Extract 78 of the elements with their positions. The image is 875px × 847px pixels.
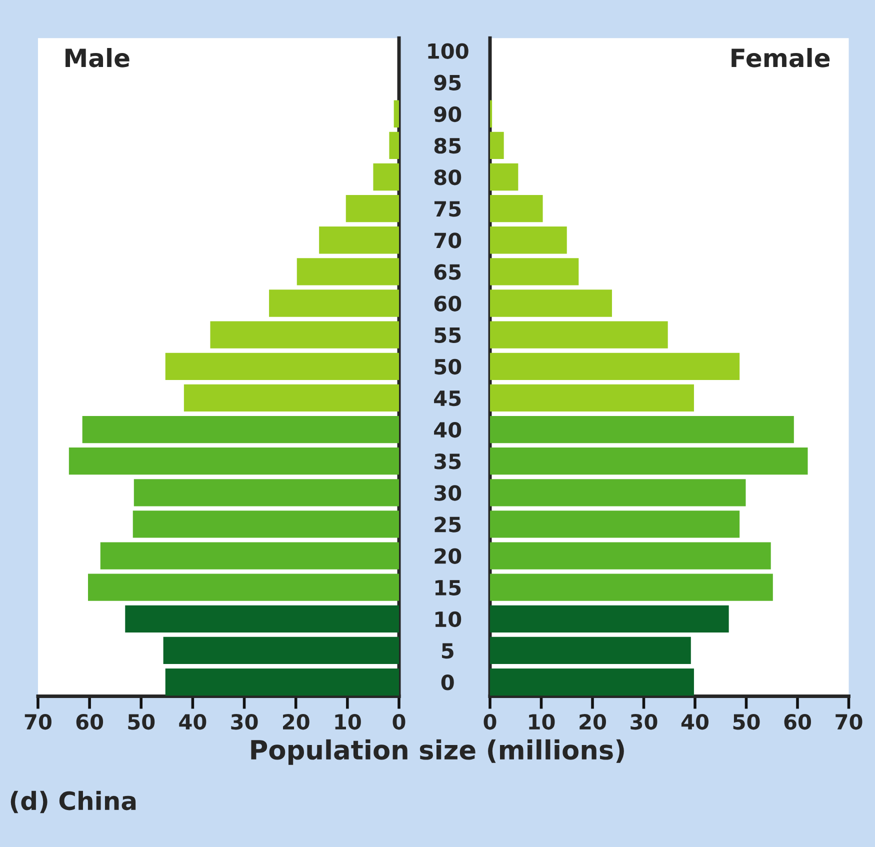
x-axis-title: Population size (millions) bbox=[251, 739, 624, 765]
bar bbox=[163, 636, 399, 664]
y-tick-label: 55 bbox=[434, 328, 461, 344]
y-tick-label: 80 bbox=[434, 169, 462, 186]
y-tick-label: 85 bbox=[434, 138, 461, 154]
x-tick-label: 70 bbox=[836, 714, 862, 730]
bar bbox=[165, 352, 399, 380]
x-tick-label: 50 bbox=[733, 714, 760, 730]
bar bbox=[490, 163, 518, 191]
bar bbox=[373, 163, 399, 191]
bar bbox=[134, 479, 399, 506]
x-tick-label: 30 bbox=[630, 714, 658, 730]
chart-title: Male bbox=[66, 48, 130, 68]
bar bbox=[490, 321, 668, 348]
bar bbox=[389, 132, 399, 160]
y-tick-label: 15 bbox=[435, 580, 461, 596]
y-tick-label: 60 bbox=[434, 296, 462, 312]
y-tick-label: 0 bbox=[441, 674, 454, 690]
x-tick-label: 10 bbox=[529, 714, 555, 730]
bar bbox=[82, 416, 399, 444]
bar bbox=[490, 226, 567, 254]
y-tick-label: 90 bbox=[434, 106, 462, 122]
x-tick-label: 60 bbox=[784, 714, 811, 730]
x-tick-label: 20 bbox=[580, 714, 606, 730]
text: (d) China bbox=[10, 790, 136, 814]
bar bbox=[346, 194, 399, 222]
x-tick-label: 10 bbox=[335, 714, 361, 730]
x-tick-label: 70 bbox=[24, 714, 52, 730]
bar bbox=[68, 448, 399, 475]
bar bbox=[490, 479, 746, 506]
x-tick-label: 20 bbox=[283, 714, 310, 730]
y-tick-label: 30 bbox=[434, 485, 462, 501]
x-tick-label: 0 bbox=[392, 714, 406, 730]
bar bbox=[490, 416, 794, 444]
bar bbox=[269, 290, 399, 317]
chart-title: Female bbox=[732, 48, 830, 68]
x-tick-label: 60 bbox=[76, 714, 104, 730]
x-tick-label: 40 bbox=[179, 714, 206, 730]
bar bbox=[490, 384, 694, 412]
bar bbox=[184, 384, 399, 412]
y-tick-label: 40 bbox=[434, 422, 462, 438]
bar bbox=[490, 668, 694, 696]
bar bbox=[490, 542, 771, 570]
bar bbox=[490, 574, 773, 601]
bar bbox=[490, 132, 504, 160]
y-tick-label: 5 bbox=[442, 643, 454, 659]
y-tick-label: 45 bbox=[434, 390, 461, 406]
bar bbox=[394, 100, 399, 128]
bar bbox=[165, 668, 399, 696]
y-tick-label: 20 bbox=[434, 548, 462, 564]
bar bbox=[490, 352, 740, 380]
bar bbox=[88, 574, 399, 601]
y-tick-label: 75 bbox=[434, 201, 461, 217]
y-tick-label: 95 bbox=[434, 74, 461, 91]
y-tick-label: 25 bbox=[434, 516, 461, 532]
bar bbox=[490, 194, 543, 222]
y-tick-label: 70 bbox=[434, 232, 462, 248]
y-tick-label: 35 bbox=[434, 454, 461, 470]
y-tick-label: 100 bbox=[428, 43, 468, 59]
bar bbox=[100, 542, 399, 570]
bar bbox=[490, 636, 691, 664]
bar bbox=[490, 510, 740, 538]
x-tick-label: 40 bbox=[681, 714, 708, 730]
bar bbox=[125, 605, 399, 632]
bar bbox=[490, 258, 579, 286]
bar bbox=[490, 605, 729, 632]
y-tick-label: 50 bbox=[434, 358, 462, 375]
bar bbox=[210, 321, 399, 348]
y-tick-label: 10 bbox=[435, 611, 462, 628]
bar bbox=[490, 448, 808, 475]
x-tick-label: 0 bbox=[484, 714, 496, 730]
x-tick-label: 30 bbox=[231, 714, 258, 730]
y-tick-label: 65 bbox=[434, 264, 461, 280]
x-tick-label: 50 bbox=[128, 714, 155, 730]
bar bbox=[319, 226, 399, 254]
bar bbox=[296, 258, 399, 286]
bar bbox=[490, 290, 612, 317]
bar bbox=[132, 510, 399, 538]
